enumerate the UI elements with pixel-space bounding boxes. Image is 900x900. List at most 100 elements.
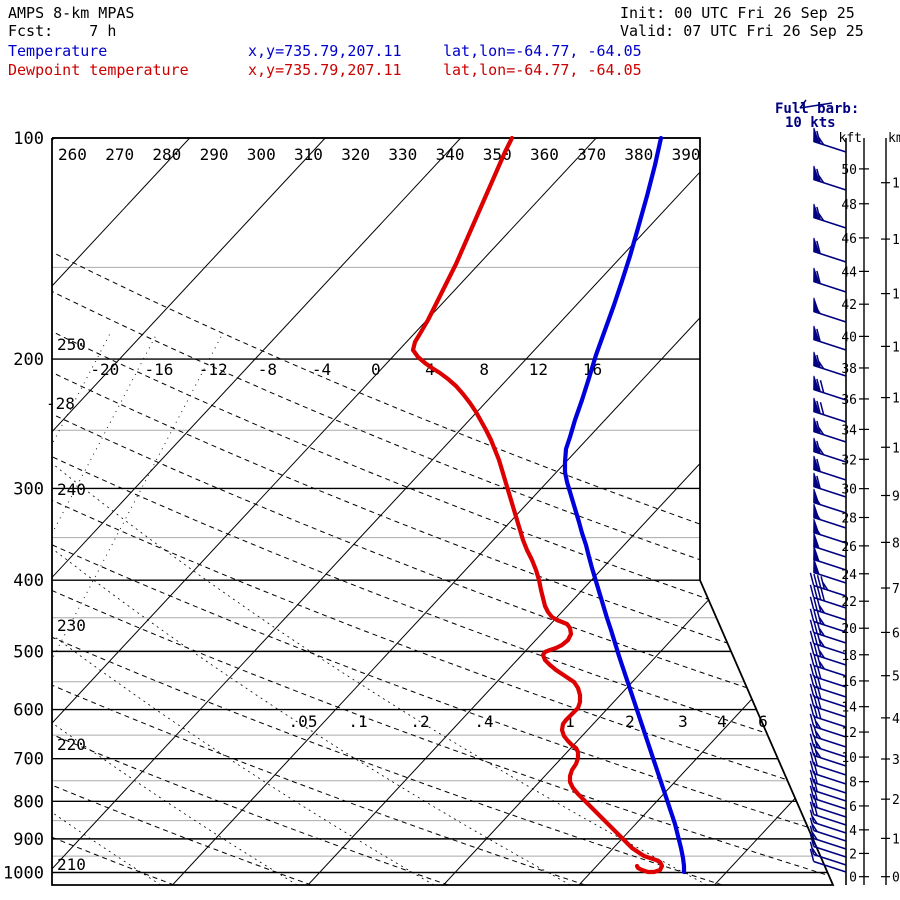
- wind-barb: [813, 455, 847, 481]
- km-tick-label: 3.: [892, 753, 900, 768]
- wind-barb: [813, 325, 847, 351]
- pressure-tick-label: 100: [13, 129, 44, 149]
- wind-barb: [809, 751, 847, 776]
- km-tick-label: 13.: [892, 288, 900, 303]
- kft-tick-label: 16: [841, 675, 857, 690]
- dry-adiabat: [52, 411, 833, 885]
- wind-barb: [809, 683, 847, 708]
- wind-barb: [809, 584, 847, 609]
- theta-label: 370: [577, 145, 606, 164]
- wind-barb: [809, 841, 847, 866]
- wind-barb: [813, 472, 847, 498]
- temperature-legend-label: Temperature: [8, 42, 108, 60]
- mid-temp-label: 0: [371, 360, 381, 379]
- wind-barb: [809, 723, 847, 748]
- wind-barb: [809, 785, 847, 810]
- wind-barb: [813, 203, 847, 229]
- dry-adiabat: [52, 317, 833, 847]
- wind-barb: [813, 297, 847, 323]
- dry-adiabat: [52, 601, 449, 885]
- temperature-profile: [562, 135, 687, 875]
- isotherm: [52, 138, 191, 885]
- isotherm: [714, 138, 833, 885]
- kft-tick-label: 26: [841, 540, 857, 555]
- theta-label: 300: [247, 145, 276, 164]
- wind-barb: [813, 488, 847, 514]
- wind-barb: [809, 630, 847, 655]
- dry-adiabat: [52, 658, 312, 885]
- km-tick-label: 4.: [892, 712, 900, 727]
- wind-barb: [813, 417, 847, 443]
- km-tick-label: 0.: [892, 871, 900, 886]
- model-title: AMPS 8-km MPAS: [8, 4, 135, 22]
- mixing-ratio-labels: .05 .1 .2 .4 1 2 3 4 6: [289, 712, 768, 731]
- wind-barb: [809, 833, 847, 858]
- pressure-tick-label: 300: [13, 479, 44, 499]
- km-tick-label: 10.: [892, 441, 900, 456]
- left-theta-label: 220: [57, 735, 86, 754]
- isotherm: [443, 138, 833, 885]
- mid-temp-label: -12: [199, 360, 228, 379]
- pressure-tick-label: 200: [13, 350, 44, 370]
- kft-tick-label: 40: [841, 330, 857, 345]
- wind-barb: [813, 237, 847, 263]
- wind-barb: [813, 351, 847, 377]
- mid-temp-label: 4: [425, 360, 435, 379]
- mid-temp-label: 12: [529, 360, 548, 379]
- kft-tick-label: 8: [849, 776, 857, 791]
- kft-tick-label: 6: [849, 800, 857, 815]
- plot-border: [51, 137, 835, 886]
- mid-temp-label: 8: [479, 360, 489, 379]
- mid-temp-label: -20: [90, 360, 119, 379]
- wind-barb: [809, 641, 847, 666]
- wind-barb: [809, 713, 847, 738]
- km-tick-label: 12.: [892, 340, 900, 355]
- dry-adiabat: [52, 456, 833, 885]
- kft-axis-label: kft: [839, 131, 862, 146]
- wind-barb: [813, 375, 847, 401]
- temperature-legend-xy: x,y=735.79,207.11: [248, 42, 402, 60]
- wind-barb: [809, 703, 847, 728]
- left-theta-label: 240: [57, 480, 86, 499]
- left-theta-label: 250: [57, 335, 86, 354]
- wind-barb: [809, 733, 847, 758]
- wind-barb: [809, 777, 847, 802]
- isotherm: [307, 138, 833, 885]
- pressure-tick-label: 1000: [3, 863, 44, 883]
- km-tick-label: 8.: [892, 536, 900, 551]
- mixing-ratio-label: .4: [474, 712, 493, 731]
- kft-tick-label: 4: [849, 824, 857, 839]
- dry-adiabat: [52, 216, 833, 772]
- wind-barb: [813, 397, 847, 423]
- wind-barb: [809, 652, 847, 677]
- isotherm: [52, 138, 462, 885]
- wind-barb: [813, 545, 847, 571]
- mixing-ratio-label: 6: [758, 712, 768, 731]
- mid-temp-label: -4: [312, 360, 331, 379]
- wind-barb: [809, 825, 847, 850]
- pressure-tick-label: 500: [13, 642, 44, 662]
- pressure-tick-label: 600: [13, 701, 44, 721]
- wind-barb: [809, 596, 847, 621]
- isotherm: [578, 138, 833, 885]
- mixing-ratio-label: 4: [717, 712, 727, 731]
- theta-label: 290: [200, 145, 229, 164]
- kft-tick-label: 50: [841, 163, 857, 178]
- dry-adiabat: [52, 184, 833, 733]
- kft-tick-label: 34: [841, 423, 857, 438]
- wind-barb: [813, 532, 847, 558]
- kft-tick-label: 18: [841, 649, 857, 664]
- kft-tick-label: 22: [841, 595, 857, 610]
- barb-legend: Full barb:10 kts: [775, 99, 859, 131]
- mixing-ratio-label: .2: [410, 712, 429, 731]
- kft-tick-label: 30: [841, 483, 857, 498]
- theta-label: 320: [341, 145, 370, 164]
- pressure-tick-label: 700: [13, 750, 44, 770]
- kft-tick-label: 0: [849, 871, 857, 886]
- wind-barb: [809, 673, 847, 698]
- temperature-legend-latlon: lat,lon=-64.77, -64.05: [443, 42, 642, 60]
- wind-barb: [809, 760, 847, 785]
- wind-barb: [809, 742, 847, 767]
- mixing-ratio-lines: [52, 185, 708, 885]
- km-tick-label: 1.: [892, 832, 900, 847]
